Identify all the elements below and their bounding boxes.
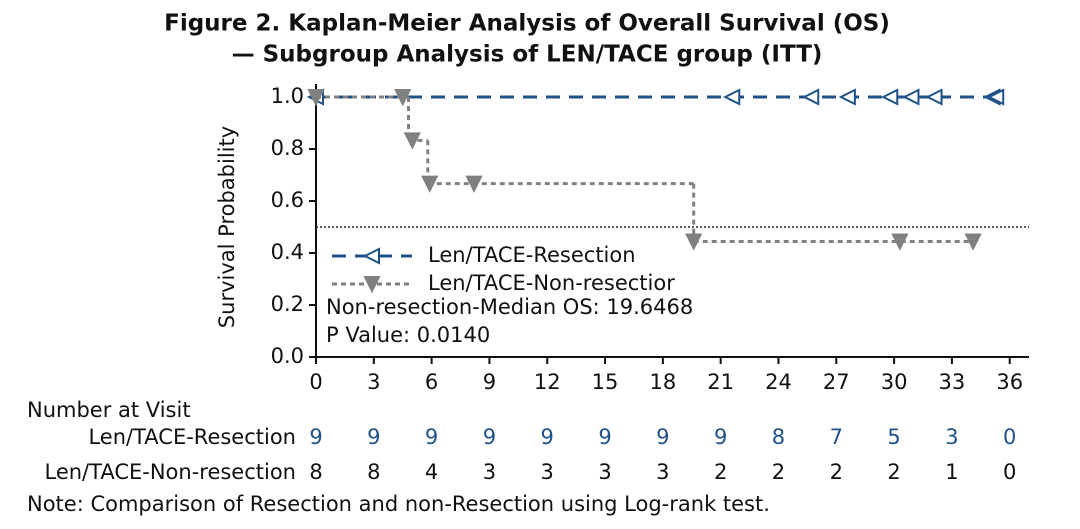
censor-marker — [307, 89, 325, 107]
risk-table-title: Number at Visit — [27, 398, 191, 422]
censor-marker — [987, 88, 1005, 106]
risk-count: 9 — [483, 425, 496, 449]
annotation: Non-resection-Median OS: 19.6468 — [326, 295, 693, 319]
censor-marker — [964, 233, 982, 251]
x-tick-label: 0 — [309, 370, 322, 394]
x-tick-label: 3 — [367, 370, 380, 394]
censor-marker — [723, 88, 741, 106]
risk-count: 7 — [830, 425, 843, 449]
y-tick-label: 1.0 — [271, 84, 304, 108]
x-tick-label: 27 — [823, 370, 850, 394]
annotation: P Value: 0.0140 — [326, 323, 490, 347]
x-tick-label: 15 — [592, 370, 619, 394]
risk-count: 2 — [714, 460, 727, 484]
risk-count: 8 — [309, 460, 322, 484]
x-tick-label: 30 — [881, 370, 908, 394]
legend-label: Len/TACE-Non-resectior — [428, 271, 675, 295]
risk-count: 9 — [714, 425, 727, 449]
x-tick-label: 18 — [649, 370, 676, 394]
risk-count: 0 — [1003, 425, 1016, 449]
risk-count: 3 — [598, 460, 611, 484]
legend-marker — [363, 276, 381, 294]
risk-count: 9 — [541, 425, 554, 449]
censor-marker — [902, 88, 920, 106]
censor-marker — [838, 88, 856, 106]
y-tick-label: 0.0 — [271, 344, 304, 368]
censor-marker — [802, 88, 820, 106]
risk-count: 9 — [309, 425, 322, 449]
x-tick-label: 12 — [534, 370, 561, 394]
risk-count: 9 — [367, 425, 380, 449]
censor-marker — [394, 89, 412, 107]
risk-count: 1 — [945, 460, 958, 484]
risk-count: 9 — [656, 425, 669, 449]
chart-subtitle: — Subgroup Analysis of LEN/TACE group (I… — [232, 42, 823, 68]
risk-count: 2 — [887, 460, 900, 484]
risk-count: 3 — [656, 460, 669, 484]
x-tick-label: 9 — [483, 370, 496, 394]
risk-row-label: Len/TACE-Resection — [88, 425, 296, 449]
risk-count: 4 — [425, 460, 438, 484]
risk-count: 3 — [945, 425, 958, 449]
censor-marker — [685, 233, 703, 251]
censor-marker — [403, 132, 421, 150]
y-tick-label: 0.4 — [271, 240, 304, 264]
x-tick-label: 24 — [765, 370, 792, 394]
risk-count: 3 — [541, 460, 554, 484]
note: Note: Comparison of Resection and non-Re… — [27, 492, 770, 516]
censor-marker — [925, 88, 943, 106]
y-axis-label: Survival Probability — [215, 126, 239, 328]
risk-count: 2 — [830, 460, 843, 484]
risk-count: 9 — [598, 425, 611, 449]
y-tick-label: 0.8 — [271, 136, 304, 160]
risk-count: 3 — [483, 460, 496, 484]
risk-count: 8 — [367, 460, 380, 484]
censor-marker — [465, 175, 483, 193]
x-tick-label: 21 — [707, 370, 734, 394]
risk-count: 9 — [425, 425, 438, 449]
censor-marker — [891, 233, 909, 251]
censor-marker — [881, 88, 899, 106]
risk-count: 5 — [887, 425, 900, 449]
x-tick-label: 36 — [996, 370, 1023, 394]
risk-count: 0 — [1003, 460, 1016, 484]
censor-marker — [421, 175, 439, 193]
legend-label: Len/TACE-Resection — [428, 243, 636, 267]
y-tick-label: 0.2 — [271, 292, 304, 316]
risk-row-label: Len/TACE-Non-resection — [44, 460, 296, 484]
risk-count: 8 — [772, 425, 785, 449]
chart-title: Figure 2. Kaplan-Meier Analysis of Overa… — [164, 11, 890, 37]
x-tick-label: 6 — [425, 370, 438, 394]
legend-marker — [362, 247, 380, 265]
x-tick-label: 33 — [939, 370, 966, 394]
risk-count: 2 — [772, 460, 785, 484]
y-tick-label: 0.6 — [271, 188, 304, 212]
